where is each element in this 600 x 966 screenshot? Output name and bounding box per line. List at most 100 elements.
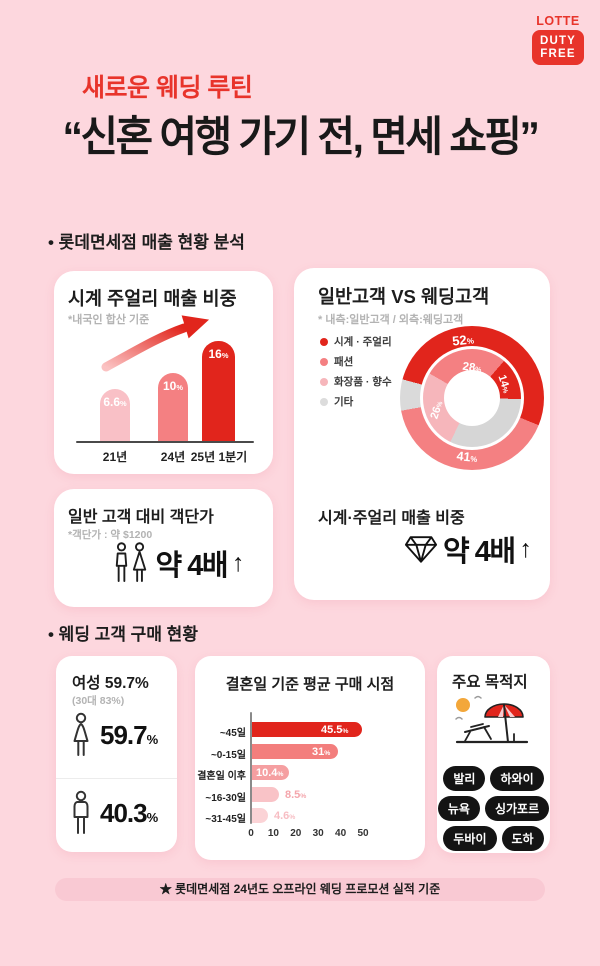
female-percentage: 59.7% — [100, 719, 159, 751]
donut-legend: 시계 · 주얼리 패션 화장품 · 향수 기타 — [320, 334, 392, 414]
bar-value: 31% — [312, 746, 330, 758]
destination-pill: 하와이 — [490, 766, 544, 791]
percent-sign: % — [469, 454, 478, 465]
percent-sign: % — [221, 351, 229, 360]
bar-value: 10.4% — [256, 767, 283, 779]
bullet-icon: • — [48, 233, 54, 252]
row-label: ~45일 — [219, 728, 246, 739]
row-label: ~31-45일 — [205, 814, 246, 825]
legend-label: 화장품 · 향수 — [334, 376, 392, 388]
value: 52 — [451, 332, 468, 349]
logo-box-line1: DUTY — [539, 35, 577, 47]
destination-pill: 두바이 — [443, 826, 497, 851]
jewelry-multiplier: 약 4배 ↑ — [404, 528, 532, 570]
destination-pills: 발리 하와이 뉴욕 싱가포르 두바이 도하 — [437, 766, 550, 851]
percent-sign: % — [300, 792, 307, 800]
logo-box: DUTY FREE — [532, 30, 584, 65]
legend-item: 기타 — [320, 394, 392, 409]
card-title: 시계 주얼리 매출 비중 — [68, 288, 237, 309]
destination-pill: 발리 — [443, 766, 486, 791]
value: 40.3 — [100, 797, 148, 828]
percent-sign: % — [120, 399, 127, 408]
diamond-icon — [404, 535, 438, 563]
card-title: 일반 고객 대비 객단가 — [68, 509, 214, 526]
percent-sign: % — [289, 814, 296, 821]
donut-hole — [444, 370, 500, 426]
legend-dot-gray — [320, 397, 328, 406]
bar-25q1-label: 25년 1분기 — [190, 450, 248, 464]
bar-24-label: 24년 — [160, 450, 186, 464]
row-label: ~16-30일 — [205, 792, 246, 804]
lotte-duty-free-logo: LOTTE DUTY FREE — [532, 14, 584, 65]
card-note: (30대 83%) — [72, 695, 125, 707]
timing-bar — [252, 722, 362, 737]
value: 45.5 — [321, 724, 343, 736]
card-watch-jewelry-share: 시계 주얼리 매출 비중 *내국인 합산 기준 6.6% 10% 16% 21년… — [54, 271, 273, 474]
legend-item: 화장품 · 향수 — [320, 374, 392, 389]
jewelry-share-title: 시계·주얼리 매출 비중 — [318, 510, 465, 527]
divider — [56, 778, 177, 779]
value: 8.5 — [285, 788, 301, 801]
value: 4.6 — [274, 810, 290, 822]
legend-dot-pink — [320, 377, 328, 386]
x-tick: 10 — [267, 828, 279, 839]
card-title: 결혼일 기준 평균 구매 시점 — [225, 676, 395, 693]
card-title: 일반고객 VS 웨딩고객 — [318, 286, 490, 307]
card-purchase-timing: 결혼일 기준 평균 구매 시점 ~45일 ~0-15일 결혼일 이후 ~16-3… — [195, 656, 425, 860]
card-destinations: 주요 목적지 발리 하와이 뉴욕 싱가포르 두바이 — [437, 656, 550, 853]
eyebrow-title: 새로운 웨딩 루틴 — [82, 74, 253, 102]
bar-24: 10% — [158, 373, 188, 441]
destination-pill: 뉴욕 — [437, 796, 480, 821]
percent-sign: % — [277, 771, 284, 778]
y-axis-line — [250, 712, 252, 824]
x-tick: 30 — [312, 828, 324, 839]
destination-pill: 도하 — [501, 826, 544, 851]
row-label: 결혼일 이후 — [197, 771, 246, 782]
female-stat-row: 59.7% — [69, 712, 159, 758]
male-icon — [73, 790, 89, 834]
pill-row: 뉴욕 싱가포르 — [437, 796, 550, 821]
card-note: *내국인 합산 기준 — [68, 314, 150, 326]
timing-bar — [252, 786, 279, 802]
card-note: * 내측:일반고객 / 외측:웨딩고객 — [318, 314, 464, 326]
x-axis-line — [76, 441, 254, 443]
male-percentage: 40.3% — [100, 797, 158, 829]
destination-pill: 싱가포르 — [484, 796, 550, 821]
donut-label-outer-bottom: 41% — [456, 449, 478, 465]
x-tick: 0 — [248, 828, 254, 839]
bar-25q1-value: 16 — [208, 347, 222, 361]
value: 59.7 — [100, 719, 148, 750]
bullet-icon: • — [48, 625, 54, 644]
card-gender-split: 여성 59.7% (30대 83%) 59.7% 40.3% — [56, 656, 177, 852]
pill-row: 발리 하와이 — [443, 766, 544, 791]
bar-value: 8.5% — [285, 789, 306, 801]
trend-arrow-icon — [101, 315, 210, 372]
wedding-couple-icon — [116, 542, 147, 582]
percent-sign: % — [176, 383, 183, 392]
page-title-text: 신혼 여행 가기 전, 면세 쇼핑 — [80, 113, 522, 160]
multiplier-value: 약 4배 — [155, 550, 228, 582]
percent-sign: % — [146, 731, 159, 747]
bar-21: 6.6% — [100, 389, 130, 441]
pill-row: 두바이 도하 — [443, 826, 544, 851]
row-label: ~0-15일 — [210, 749, 246, 761]
donut-label-outer-top: 52% — [451, 331, 474, 348]
footer-note: ★ 롯데면세점 24년도 오프라인 웨딩 프로모션 실적 기준 — [55, 878, 545, 901]
timing-bar — [252, 743, 338, 759]
multiplier-value: 약 4배 — [442, 536, 516, 568]
quote-open: “ — [62, 113, 83, 160]
male-stat-row: 40.3% — [69, 790, 158, 836]
card-general-vs-wedding: 일반고객 VS 웨딩고객 * 내측:일반고객 / 외측:웨딩고객 시계 · 주얼… — [294, 268, 550, 600]
bar-25q1: 16% — [202, 341, 235, 441]
legend-label: 기타 — [334, 396, 354, 408]
percent-sign: % — [436, 400, 445, 409]
legend-dot-red — [320, 337, 328, 346]
card-note: *객단가 : 약 $1200 — [68, 529, 153, 541]
percent-sign: % — [324, 749, 331, 757]
legend-label: 시계 · 주얼리 — [334, 336, 392, 348]
double-donut-chart: 52% 28% 14% 26% 41% — [400, 326, 544, 470]
up-arrow-icon: ↑ — [519, 534, 533, 563]
x-tick: 50 — [357, 828, 369, 839]
section-sales-analysis-label: 롯데면세점 매출 현황 분석 — [53, 233, 245, 252]
